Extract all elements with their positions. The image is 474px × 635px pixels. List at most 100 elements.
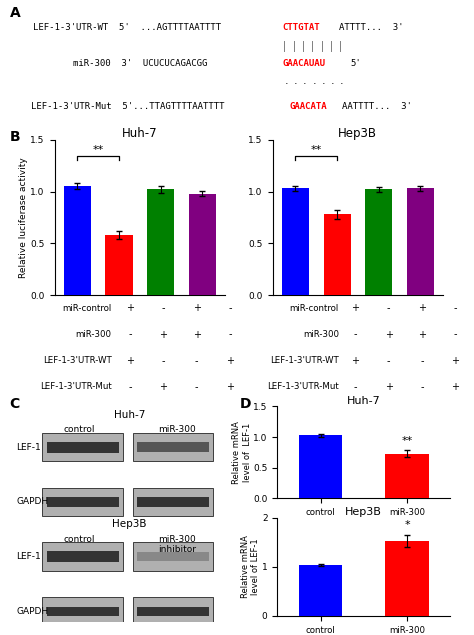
Text: **: ** [310,145,322,156]
Text: ·: · [284,79,288,89]
Bar [46,551,118,562]
Text: Huh-7: Huh-7 [114,410,145,420]
Text: GAACAUAU: GAACAUAU [282,59,325,68]
Bar [46,441,118,453]
Text: +: + [160,330,167,340]
Text: B: B [9,130,20,144]
Text: LEF-1-3'UTR-WT: LEF-1-3'UTR-WT [270,356,339,365]
Text: LEF-1: LEF-1 [16,443,41,451]
Text: LEF-1-3'UTR-Mut: LEF-1-3'UTR-Mut [267,382,339,391]
Text: -: - [453,330,457,340]
Text: +: + [451,356,459,366]
Text: A: A [9,6,20,20]
Bar [42,597,123,625]
Bar [385,453,428,498]
Bar [137,442,209,452]
Text: GAPDH: GAPDH [16,497,48,506]
Bar [299,565,342,616]
Text: +: + [418,304,426,313]
Text: +: + [160,382,167,392]
Text: D: D [239,397,251,411]
Text: ·: · [294,79,297,89]
Text: miR-300
inhibitor: miR-300 inhibitor [158,535,196,554]
Bar [106,235,133,295]
Text: miR-300: miR-300 [303,330,339,339]
Bar [137,606,209,616]
Title: Hep3B: Hep3B [338,127,377,140]
Text: -: - [387,356,391,366]
Text: -: - [420,356,424,366]
Text: **: ** [92,145,104,156]
Y-axis label: Relative mRNA
level of LEF-1: Relative mRNA level of LEF-1 [241,535,260,598]
Text: 5': 5' [351,59,362,68]
Text: -: - [420,382,424,392]
Text: ·: · [322,79,325,89]
Text: GAACATA: GAACATA [289,102,327,111]
Text: +: + [127,304,134,313]
Bar [137,497,209,507]
Text: -: - [162,304,165,313]
Bar [407,189,434,295]
Text: LEF-1: LEF-1 [16,552,41,561]
Text: miR-300: miR-300 [158,425,196,434]
Text: +: + [193,330,201,340]
Title: Hep3B: Hep3B [346,507,382,517]
Text: Hep3B: Hep3B [112,519,146,530]
Text: ATTTT...  3': ATTTT... 3' [339,23,403,32]
Bar [46,497,118,507]
Text: +: + [352,356,359,366]
Text: +: + [385,330,392,340]
Text: -: - [128,330,132,340]
Bar [42,542,123,571]
Text: -: - [387,304,391,313]
Text: -: - [354,382,357,392]
Text: miR-300  3'  UCUCUCAGACGG: miR-300 3' UCUCUCAGACGG [73,59,208,68]
Text: -: - [354,330,357,340]
Title: Huh-7: Huh-7 [347,396,381,406]
Bar [42,433,123,461]
Bar [133,597,213,625]
Text: -: - [228,330,232,340]
Text: miR-300: miR-300 [75,330,111,339]
Text: AATTTT...  3': AATTTT... 3' [342,102,412,111]
Text: -: - [228,304,232,313]
Text: ·: · [312,79,316,89]
Text: -: - [195,356,199,366]
Text: GAPDH: GAPDH [16,607,48,616]
Text: miR-control: miR-control [62,304,111,313]
Text: -: - [195,382,199,392]
Text: -: - [162,356,165,366]
Y-axis label: Relative luciferase activity: Relative luciferase activity [18,157,27,278]
Text: LEF-1-3'UTR-Mut  5'...TTAGTTTTAATTTT: LEF-1-3'UTR-Mut 5'...TTAGTTTTAATTTT [31,102,224,111]
Title: Huh-7: Huh-7 [122,127,158,140]
Bar [189,194,216,295]
Bar [46,606,118,616]
Bar [42,488,123,516]
Text: CTTGTAT: CTTGTAT [282,23,319,32]
Text: +: + [127,356,134,366]
Text: LEF-1-3'UTR-WT: LEF-1-3'UTR-WT [43,356,111,365]
Bar [385,541,428,616]
Bar [64,187,91,295]
Bar [133,542,213,571]
Bar [133,433,213,461]
Bar [324,215,351,295]
Text: +: + [385,382,392,392]
Text: +: + [226,382,234,392]
Text: ·: · [340,79,344,89]
Text: **: ** [401,436,413,446]
Text: +: + [193,304,201,313]
Text: control: control [64,425,95,434]
Text: +: + [226,356,234,366]
Text: +: + [352,304,359,313]
Text: C: C [9,397,20,411]
Bar [137,552,209,561]
Text: -: - [128,382,132,392]
Text: *: * [404,520,410,530]
Text: miR-control: miR-control [290,304,339,313]
Text: LEF-1-3'UTR-WT  5'  ...AGTTTTAATTTT: LEF-1-3'UTR-WT 5' ...AGTTTTAATTTT [33,23,221,32]
Bar [299,435,342,498]
Text: LEF-1-3'UTR-Mut: LEF-1-3'UTR-Mut [40,382,111,391]
Text: ·: · [331,79,335,89]
Y-axis label: Relative mRNA
level of  LEF-1: Relative mRNA level of LEF-1 [232,421,252,484]
